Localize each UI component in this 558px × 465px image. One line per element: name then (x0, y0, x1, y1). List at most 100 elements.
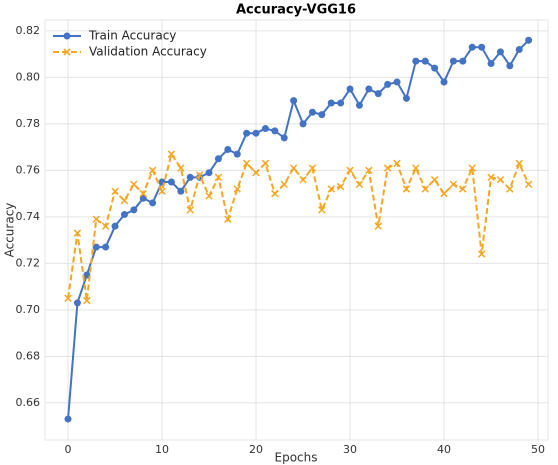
marker (252, 129, 260, 137)
marker (515, 46, 523, 54)
marker (431, 64, 439, 72)
marker (384, 80, 392, 88)
legend-label: Train Accuracy (88, 29, 176, 43)
marker (515, 159, 523, 168)
marker (459, 57, 467, 65)
x-tick-label: 10 (155, 443, 169, 456)
marker (393, 78, 401, 86)
marker (233, 150, 241, 158)
marker (214, 155, 222, 163)
marker (487, 59, 495, 67)
marker (92, 243, 100, 251)
x-tick-label: 40 (437, 443, 451, 456)
marker (186, 173, 194, 181)
marker (261, 125, 269, 133)
marker (73, 299, 81, 307)
marker (327, 99, 335, 107)
plot-area (44, 19, 549, 441)
marker (365, 166, 373, 175)
marker (402, 94, 410, 102)
marker (120, 196, 129, 205)
marker (468, 43, 476, 51)
marker (271, 189, 279, 198)
marker (487, 173, 495, 182)
marker (233, 185, 241, 193)
marker (111, 222, 119, 230)
marker (449, 180, 458, 189)
marker (524, 180, 533, 189)
marker (468, 164, 476, 172)
y-tick-label: 0.70 (16, 303, 41, 316)
marker (111, 187, 119, 196)
marker (412, 164, 420, 172)
y-tick-label: 0.74 (16, 210, 41, 223)
y-tick-label: 0.68 (16, 349, 41, 362)
marker (308, 164, 317, 172)
marker (224, 215, 232, 223)
marker (64, 294, 72, 302)
x-tick-label: 0 (65, 443, 72, 456)
y-axis-label: Accuracy (3, 203, 17, 258)
marker (130, 206, 138, 214)
marker (327, 185, 335, 193)
marker (430, 175, 439, 184)
marker (346, 166, 354, 175)
marker (186, 206, 194, 214)
marker (496, 175, 505, 184)
marker (299, 175, 307, 184)
marker (64, 415, 72, 423)
marker (383, 164, 392, 172)
marker (289, 164, 298, 172)
marker (177, 187, 185, 195)
marker (73, 229, 82, 237)
marker (496, 48, 504, 56)
y-tick-label: 0.80 (16, 70, 41, 83)
marker (308, 108, 316, 116)
marker (252, 168, 260, 177)
marker (506, 62, 514, 70)
marker (440, 189, 448, 198)
x-tick-label: 20 (249, 443, 263, 456)
marker (459, 185, 467, 193)
marker (243, 129, 251, 137)
marker (205, 169, 213, 177)
marker (346, 85, 354, 93)
x-tick-label: 30 (343, 443, 357, 456)
marker (440, 78, 448, 86)
marker (92, 215, 100, 223)
marker (148, 166, 157, 175)
marker (139, 194, 147, 202)
x-axis-label: Epochs (275, 451, 318, 465)
legend-marker (63, 32, 71, 40)
marker (102, 243, 110, 251)
marker (101, 222, 110, 230)
y-tick-label: 0.82 (16, 24, 41, 37)
marker (337, 99, 345, 107)
marker (224, 145, 232, 153)
marker (525, 36, 533, 44)
marker (477, 250, 486, 258)
marker (402, 185, 411, 193)
marker (130, 180, 138, 189)
chart-title: Accuracy-VGG16 (236, 3, 356, 18)
series-line (67, 151, 530, 301)
marker (374, 90, 382, 98)
marker (158, 187, 166, 196)
y-tick-label: 0.78 (16, 117, 41, 130)
marker (290, 97, 298, 105)
marker (120, 211, 128, 219)
marker (478, 43, 486, 51)
marker (242, 159, 251, 168)
marker (280, 180, 288, 189)
marker (449, 57, 457, 65)
marker (421, 185, 429, 193)
marker (167, 150, 176, 158)
marker (83, 296, 91, 305)
marker (355, 101, 363, 109)
marker (299, 120, 307, 128)
marker (318, 111, 326, 119)
marker (139, 189, 147, 198)
marker (195, 171, 204, 179)
marker (177, 164, 185, 172)
